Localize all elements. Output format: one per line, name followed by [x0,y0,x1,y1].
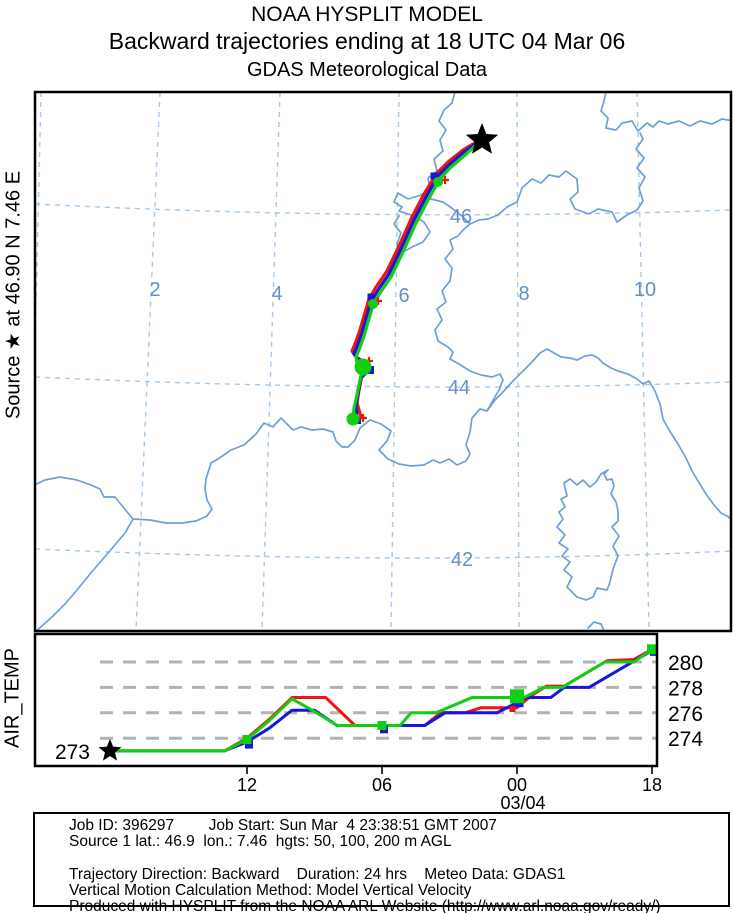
time-axis-tick-label: 00 [507,775,527,795]
latitude-label: 46 [450,206,472,228]
coastline [587,621,605,631]
trajectory-marker-green-circle [368,299,378,309]
trajectory-line-traj-50m [350,136,485,419]
source-star-icon [465,123,499,154]
latitude-gridline [35,376,731,388]
temp-marker-green-square [242,734,252,744]
longitude-gridline [516,92,520,631]
temp-start-value-label: 273 [55,741,90,764]
temp-source-star-icon [98,738,122,761]
longitude-gridline [35,92,42,381]
latitude-label: 42 [451,549,473,571]
trajectory-marker-blue-square [367,293,375,301]
time-axis-tick-label: 06 [372,775,392,795]
latitude-gridline [35,548,731,559]
footer-credit-line: Produced with HYSPLIT from the NOAA ARL … [69,897,661,913]
temp-marker-green-square [647,644,657,655]
longitude-label: 10 [634,279,656,301]
longitude-label: 2 [149,279,160,301]
trajectory-marker-blue-square [430,172,438,180]
coastline [426,170,644,225]
footer-info-box: Job ID: 396297 Job Start: Sun Mar 4 23:3… [33,812,730,913]
temp-marker-green-square [377,721,387,730]
longitude-gridline [636,92,650,631]
footer-direction-line: Trajectory Direction: Backward Duration:… [69,865,566,883]
latitude-label: 44 [448,377,470,399]
footer-source-line: Source 1 lat.: 46.9 lon.: 7.46 hgts: 50,… [69,833,452,851]
title-line-2: Backward trajectories ending at 18 UTC 0… [108,28,626,54]
coastline [600,92,731,132]
latitude-gridline [35,203,731,216]
title-line-3: GDAS Meteorological Data [246,59,488,81]
title-line-1: NOAA HYSPLIT MODEL [251,3,483,26]
time-axis-tick-label: 12 [237,775,257,795]
temp-marker-blue-square [245,740,253,749]
temp-axis-label: 276 [668,703,703,726]
longitude-gridline [390,92,400,631]
longitude-gridline [261,92,281,631]
trajectory-marker-green-circle [354,358,372,376]
temp-frame [33,632,659,768]
longitude-gridline [135,92,161,631]
longitude-label: 6 [398,285,409,307]
map-frame [33,90,733,633]
temp-axis-label: 280 [668,652,703,675]
temp-series-100-m-AGL [112,649,653,753]
footer-job-line: Job ID: 396297 Job Start: Sun Mar 4 23:3… [69,817,497,834]
temp-axis-label: 274 [668,728,703,751]
trajectory-marker-green-circle [433,177,443,187]
coastline [635,132,646,202]
longitude-label: 4 [271,283,282,305]
longitude-label: 8 [518,283,529,305]
trajectory-marker-green-circle [346,412,360,426]
coastline [35,348,731,524]
footer-blank-line [69,850,728,866]
temp-marker-green-square [510,689,524,704]
coastline [556,469,620,601]
trajectory-marker-red-cross [359,414,367,422]
temp-series-50-m-AGL [112,647,653,753]
coastline [434,223,504,412]
footer-method-line: Vertical Motion Calculation Method: Mode… [69,881,472,899]
coastline [35,518,134,631]
time-axis-date-label: 03/04 [500,793,545,813]
temp-series-200-m-AGL [112,648,653,753]
coastline [393,92,456,253]
time-axis-tick-label: 18 [642,775,662,795]
temp-marker-red-square [509,705,516,712]
temp-axis-label: 278 [668,677,703,700]
